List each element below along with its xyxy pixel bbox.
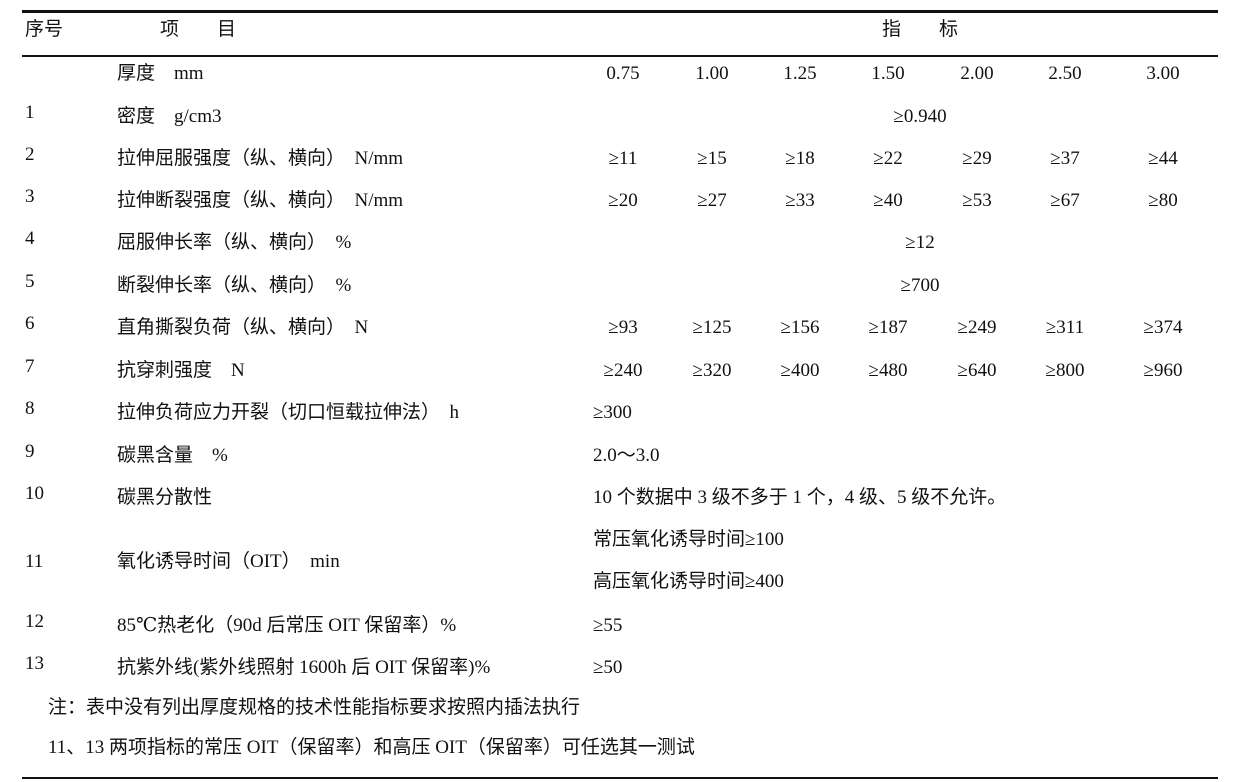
header-item: 项 目 xyxy=(160,19,237,40)
row-item: 拉伸屈服强度（纵、横向） N/mm xyxy=(117,148,404,169)
row-value: ≥15 xyxy=(697,148,727,169)
row-value: ≥50 xyxy=(593,657,623,678)
row-value: ≥400 xyxy=(780,360,820,381)
header-rule xyxy=(22,55,1218,57)
row-value: 10 个数据中 3 级不多于 1 个，4 级、5 级不允许。 xyxy=(593,487,1007,508)
bottom-rule xyxy=(22,777,1218,779)
row-value-2: 高压氧化诱导时间≥400 xyxy=(593,571,784,592)
row-value: ≥93 xyxy=(608,317,638,338)
row-value: ≥960 xyxy=(1143,360,1183,381)
row-value: ≥55 xyxy=(593,615,623,636)
row-value: ≥311 xyxy=(1045,317,1085,338)
row-number: 6 xyxy=(25,313,35,334)
thickness-value: 2.50 xyxy=(1048,63,1082,84)
row-item: 碳黑含量 % xyxy=(117,445,228,466)
top-rule xyxy=(22,10,1218,13)
row-merged-value: ≥12 xyxy=(905,232,935,253)
row-value: ≥300 xyxy=(593,402,632,423)
row-item: 断裂伸长率（纵、横向） % xyxy=(117,275,352,296)
row-value: ≥156 xyxy=(780,317,820,338)
row-merged-value: ≥700 xyxy=(900,275,940,296)
row-item: 拉伸负荷应力开裂（切口恒载拉伸法） h xyxy=(117,402,460,423)
row-number: 1 xyxy=(25,102,35,123)
row-value: ≥18 xyxy=(785,148,815,169)
row-value: ≥480 xyxy=(868,360,908,381)
row-number: 4 xyxy=(25,228,35,249)
thickness-value: 1.50 xyxy=(871,63,905,84)
row-item: 拉伸断裂强度（纵、横向） N/mm xyxy=(117,190,404,211)
row-value: ≥640 xyxy=(957,360,997,381)
row-value: ≥374 xyxy=(1143,317,1183,338)
row-value: ≥320 xyxy=(692,360,732,381)
row-item: 抗紫外线(紫外线照射 1600h 后 OIT 保留率)% xyxy=(117,657,491,678)
row-number: 12 xyxy=(25,611,44,632)
row-value: ≥125 xyxy=(692,317,732,338)
row-value: ≥800 xyxy=(1045,360,1085,381)
row-value: ≥33 xyxy=(785,190,815,211)
row-value: ≥249 xyxy=(957,317,997,338)
row-number: 9 xyxy=(25,441,35,462)
row-number: 3 xyxy=(25,186,35,207)
row-value: ≥44 xyxy=(1148,148,1178,169)
row-number: 2 xyxy=(25,144,35,165)
thickness-value: 3.00 xyxy=(1146,63,1180,84)
header-no: 序号 xyxy=(25,19,64,40)
row-value: ≥11 xyxy=(608,148,638,169)
note: 注：表中没有列出厚度规格的技术性能指标要求按照内插法执行 xyxy=(48,697,581,718)
row-value: ≥67 xyxy=(1050,190,1080,211)
row-value: ≥40 xyxy=(873,190,903,211)
row-number: 5 xyxy=(25,271,35,292)
thickness-value: 0.75 xyxy=(606,63,640,84)
row-value: ≥29 xyxy=(962,148,992,169)
thickness-value: 2.00 xyxy=(960,63,994,84)
row-value: ≥37 xyxy=(1050,148,1080,169)
row-number: 10 xyxy=(25,483,44,504)
row-value: 常压氧化诱导时间≥100 xyxy=(593,529,784,550)
row-item: 抗穿刺强度 N xyxy=(117,360,245,381)
row-item: 碳黑分散性 xyxy=(117,487,213,508)
row-value: ≥20 xyxy=(608,190,638,211)
row-number: 13 xyxy=(25,653,44,674)
thickness-label: 厚度 mm xyxy=(117,63,204,84)
row-item: 氧化诱导时间（OIT） min xyxy=(117,551,340,572)
thickness-value: 1.25 xyxy=(783,63,817,84)
row-value: 2.0～3.0 xyxy=(593,445,660,466)
row-value: ≥240 xyxy=(603,360,643,381)
row-item: 直角撕裂负荷（纵、横向） N xyxy=(117,317,369,338)
row-number: 8 xyxy=(25,398,35,419)
row-value: ≥187 xyxy=(868,317,908,338)
row-merged-value: ≥0.940 xyxy=(893,106,947,127)
row-value: ≥53 xyxy=(962,190,992,211)
note: 11、13 两项指标的常压 OIT（保留率）和高压 OIT（保留率）可任选其一测… xyxy=(48,737,695,758)
row-item: 85℃热老化（90d 后常压 OIT 保留率）% xyxy=(117,615,457,636)
row-number: 11 xyxy=(25,551,44,572)
row-number: 7 xyxy=(25,356,35,377)
row-item: 屈服伸长率（纵、横向） % xyxy=(117,232,352,253)
thickness-value: 1.00 xyxy=(695,63,729,84)
header-spec: 指 标 xyxy=(881,19,959,40)
row-value: ≥22 xyxy=(873,148,903,169)
row-value: ≥27 xyxy=(697,190,727,211)
row-value: ≥80 xyxy=(1148,190,1178,211)
row-item: 密度 g/cm3 xyxy=(117,106,222,127)
